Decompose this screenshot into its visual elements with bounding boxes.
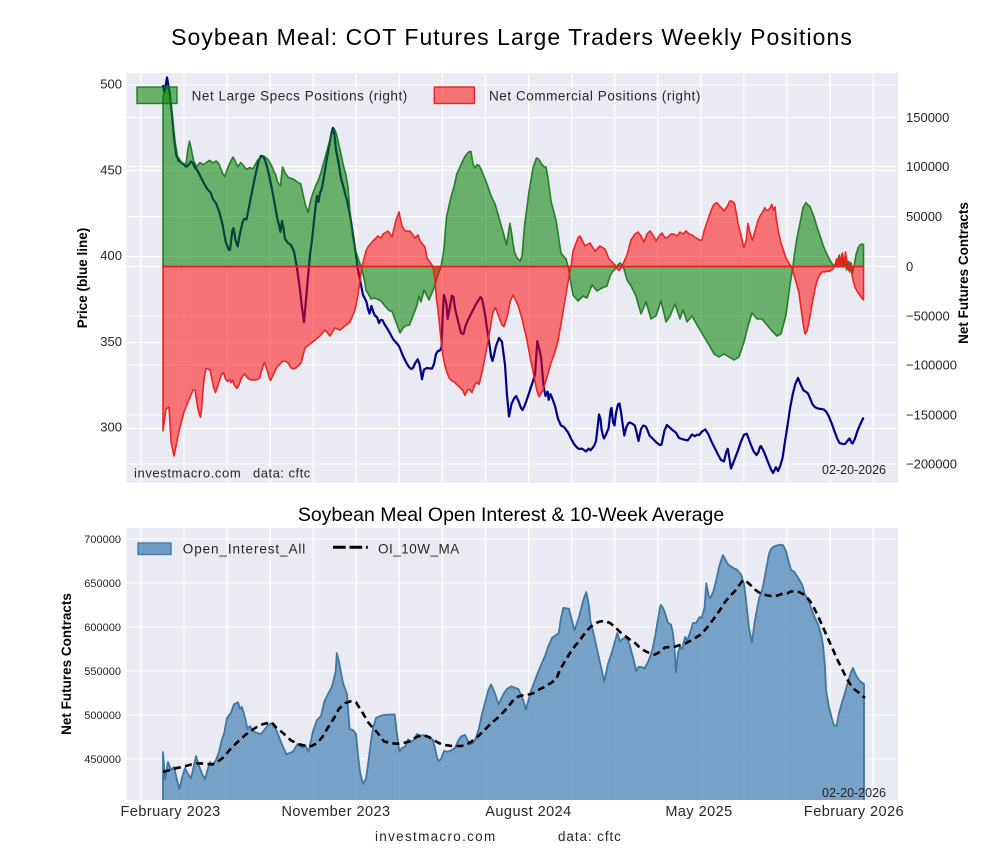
svg-text:500: 500 bbox=[100, 77, 122, 92]
svg-text:May 2025: May 2025 bbox=[665, 804, 732, 820]
svg-text:Net Commercial Positions (righ: Net Commercial Positions (right) bbox=[489, 89, 701, 104]
svg-text:400: 400 bbox=[100, 248, 122, 263]
svg-text:Price (blue line): Price (blue line) bbox=[75, 228, 90, 329]
svg-text:−150000: −150000 bbox=[906, 408, 957, 423]
svg-text:Net Futures Contracts: Net Futures Contracts bbox=[59, 593, 74, 735]
svg-text:−100000: −100000 bbox=[906, 358, 957, 373]
svg-text:450000: 450000 bbox=[84, 754, 121, 766]
svg-text:February 2026: February 2026 bbox=[804, 804, 904, 820]
svg-text:350: 350 bbox=[100, 334, 122, 349]
svg-text:investmacro.com: investmacro.com bbox=[375, 829, 497, 844]
svg-text:500000: 500000 bbox=[84, 710, 121, 722]
svg-text:150000: 150000 bbox=[906, 110, 949, 125]
svg-text:550000: 550000 bbox=[84, 666, 121, 678]
svg-text:0: 0 bbox=[906, 259, 913, 274]
svg-text:Net Futures Contracts: Net Futures Contracts bbox=[956, 202, 971, 344]
svg-text:data: cftc: data: cftc bbox=[253, 466, 311, 481]
svg-text:50000: 50000 bbox=[906, 209, 942, 224]
svg-text:Soybean Meal: COT Futures Larg: Soybean Meal: COT Futures Large Traders … bbox=[171, 24, 853, 50]
svg-text:August 2024: August 2024 bbox=[485, 804, 571, 820]
svg-text:February 2023: February 2023 bbox=[121, 804, 221, 820]
svg-text:100000: 100000 bbox=[906, 159, 949, 174]
svg-text:OI_10W_MA: OI_10W_MA bbox=[378, 542, 460, 557]
svg-text:02-20-2026: 02-20-2026 bbox=[822, 786, 886, 800]
svg-text:Open_Interest_All: Open_Interest_All bbox=[183, 542, 306, 557]
svg-text:investmacro.com: investmacro.com bbox=[134, 466, 241, 481]
svg-text:Net Large Specs Positions (rig: Net Large Specs Positions (right) bbox=[192, 89, 408, 104]
svg-text:650000: 650000 bbox=[84, 578, 121, 590]
svg-text:data: cftc: data: cftc bbox=[558, 829, 622, 844]
svg-text:Soybean Meal Open Interest & 1: Soybean Meal Open Interest & 10-Week Ave… bbox=[298, 504, 724, 526]
svg-text:300: 300 bbox=[100, 420, 122, 435]
svg-text:450: 450 bbox=[100, 163, 122, 178]
svg-text:02-20-2026: 02-20-2026 bbox=[822, 463, 886, 477]
svg-text:−50000: −50000 bbox=[906, 309, 950, 324]
svg-text:November 2023: November 2023 bbox=[281, 804, 390, 820]
svg-text:600000: 600000 bbox=[84, 622, 121, 634]
svg-text:700000: 700000 bbox=[84, 534, 121, 546]
svg-text:−200000: −200000 bbox=[906, 457, 957, 472]
